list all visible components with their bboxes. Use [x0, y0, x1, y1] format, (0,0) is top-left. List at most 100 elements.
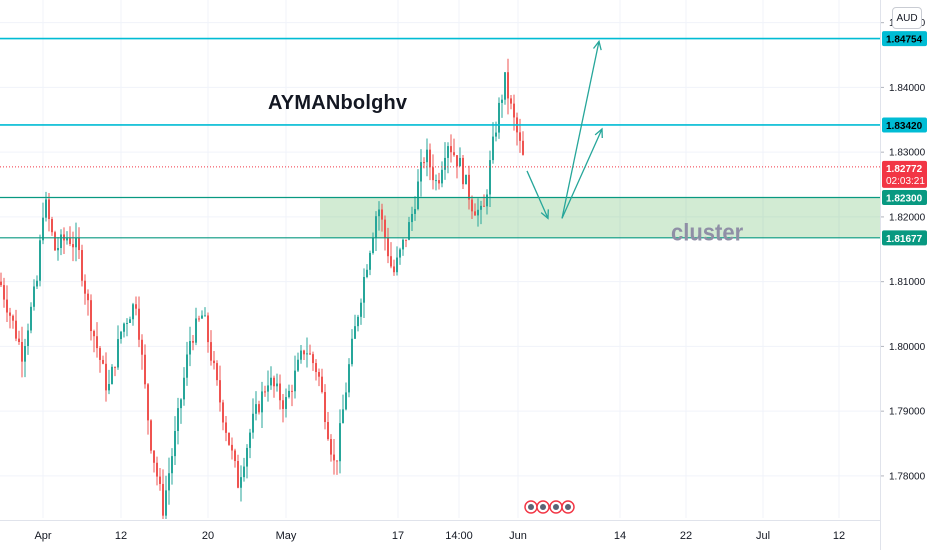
candle-body [186, 354, 188, 378]
candle-body [345, 392, 347, 410]
candle-body [498, 102, 500, 133]
candles [0, 58, 524, 527]
candle-body [420, 162, 422, 182]
projection-arrows[interactable] [526, 39, 603, 220]
candle-body [156, 462, 158, 477]
cluster-zone-fill [320, 197, 880, 238]
candle-body [237, 461, 239, 488]
candle-body [168, 473, 170, 491]
candle-body [264, 391, 266, 393]
candle-body [405, 239, 407, 241]
candle-body [45, 199, 47, 218]
candle-body [216, 363, 218, 381]
time-tick-label: 22 [680, 530, 692, 542]
candle-body [387, 237, 389, 257]
candle-body [33, 286, 35, 307]
candle-body [450, 146, 452, 153]
candle-body [207, 315, 209, 343]
time-tick-label: Jun [509, 530, 527, 542]
price-tag-1-84754 [882, 31, 927, 47]
candle-body [51, 219, 53, 233]
candle-body [342, 409, 344, 424]
candle-body [3, 285, 5, 300]
candle-body [96, 336, 98, 349]
price-tick-label: 1.81000 [889, 277, 926, 288]
candle-body [195, 318, 197, 343]
candle-body [24, 346, 26, 362]
candle-body [135, 304, 137, 309]
candle-body [12, 315, 14, 321]
candle-body [246, 447, 248, 467]
arrow-pullback-head [540, 209, 549, 220]
currency-badge[interactable]: AUD [892, 7, 922, 29]
candle-body [339, 423, 341, 462]
candle-body [252, 413, 254, 433]
candle-body [204, 315, 206, 317]
price-tick-label: 1.84000 [889, 83, 926, 94]
candle-body [129, 319, 131, 323]
candle-body [270, 377, 272, 386]
candle-body [198, 318, 200, 320]
time-tick-label: 20 [202, 530, 214, 542]
level-lines[interactable] [0, 37, 880, 239]
candle-body [276, 383, 278, 387]
event-icons[interactable] [524, 500, 575, 514]
candle-body [504, 72, 506, 100]
candle-body [243, 466, 245, 478]
candle-body [210, 342, 212, 361]
candle-body [414, 209, 416, 214]
candle-body [330, 439, 332, 455]
candle-body [447, 146, 449, 158]
candle-body [75, 237, 77, 248]
candle-body [378, 209, 380, 217]
candle-body [510, 98, 512, 104]
candle-body [522, 140, 524, 155]
candle-body [21, 342, 23, 362]
candle-body [90, 300, 92, 332]
candle-body [501, 99, 503, 103]
candle-body [138, 308, 140, 340]
candle-body [300, 350, 302, 360]
candle-body [69, 238, 71, 245]
candle-body [72, 244, 74, 248]
candle-body [363, 276, 365, 303]
event-icon-dot [565, 504, 571, 510]
time-axis[interactable]: Apr 12 20 May 17 14:00 Jun 14 22 Jul 12 [0, 0, 881, 550]
candle-body [297, 359, 299, 371]
candle-body [15, 320, 17, 339]
candle-body [321, 376, 323, 393]
candle-body [384, 219, 386, 238]
candle-body [120, 331, 122, 340]
candle-body [327, 422, 329, 440]
price-axis[interactable]: 1.850001.840001.830001.820001.810001.800… [880, 0, 932, 550]
candle-body [183, 377, 185, 400]
candle-body [336, 460, 338, 462]
price-tick-label: 1.82000 [889, 212, 926, 223]
candle-body [492, 136, 494, 161]
candle-body [480, 205, 482, 210]
candle-body [273, 377, 275, 387]
price-tag-1-82300-text: 1.82300 [886, 193, 923, 204]
candle-body [453, 152, 455, 156]
candle-body [111, 366, 113, 384]
candle-body [105, 363, 107, 391]
arrow-target-high [561, 41, 600, 219]
cluster-zone [320, 197, 880, 238]
candle-body [201, 315, 203, 319]
candle-body [519, 132, 521, 141]
candle-body [42, 217, 44, 241]
candle-body [177, 408, 179, 431]
candle-body [222, 402, 224, 423]
candle-body [291, 390, 293, 392]
candle-body [417, 181, 419, 210]
candle-body [381, 209, 383, 220]
candle-body [432, 167, 434, 181]
author-label: AYMANbolghv [268, 92, 408, 114]
price-tick-label: 1.78000 [889, 471, 926, 482]
candle-body [495, 132, 497, 137]
candle-body [102, 359, 104, 364]
candle-body [87, 293, 89, 301]
candle-body [423, 162, 425, 164]
candle-body [483, 205, 485, 207]
